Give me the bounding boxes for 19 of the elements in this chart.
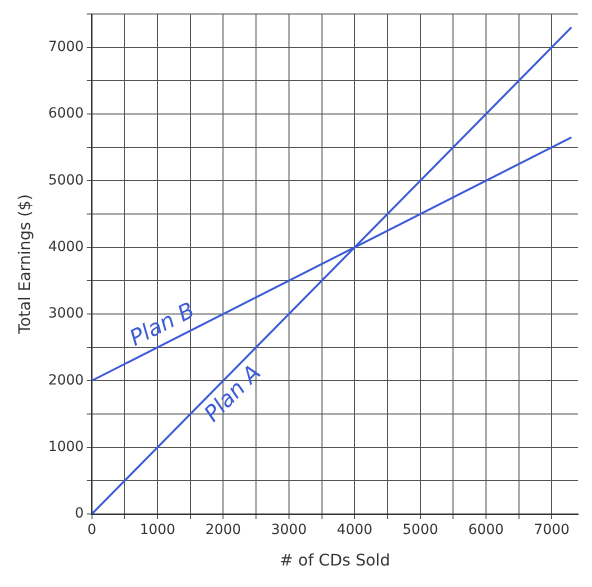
- x-tick-label: 6000: [468, 522, 504, 538]
- y-tick-label: 0: [74, 506, 84, 522]
- y-tick-label: 2000: [48, 372, 84, 388]
- y-axis-title: Total Earnings ($): [14, 194, 34, 335]
- y-tick-label: 4000: [48, 238, 84, 255]
- x-tick-label: 2000: [205, 522, 242, 538]
- x-axis-title: # of CDs Sold: [280, 550, 390, 570]
- y-tick-label: 1000: [48, 438, 84, 455]
- x-tick-label: 4000: [336, 522, 372, 538]
- x-tick-label: 3000: [271, 522, 307, 538]
- y-tick-label: 6000: [48, 106, 84, 122]
- y-tick-label: 3000: [48, 306, 84, 322]
- x-tick-label: 1000: [140, 522, 176, 538]
- x-tick-label: 7000: [534, 522, 570, 538]
- x-tick-label: 0: [87, 522, 96, 538]
- y-tick-label: 7000: [48, 38, 84, 55]
- text: Plan B: [126, 298, 199, 352]
- y-tick-label: 5000: [48, 172, 84, 188]
- x-tick-label: 5000: [402, 522, 438, 538]
